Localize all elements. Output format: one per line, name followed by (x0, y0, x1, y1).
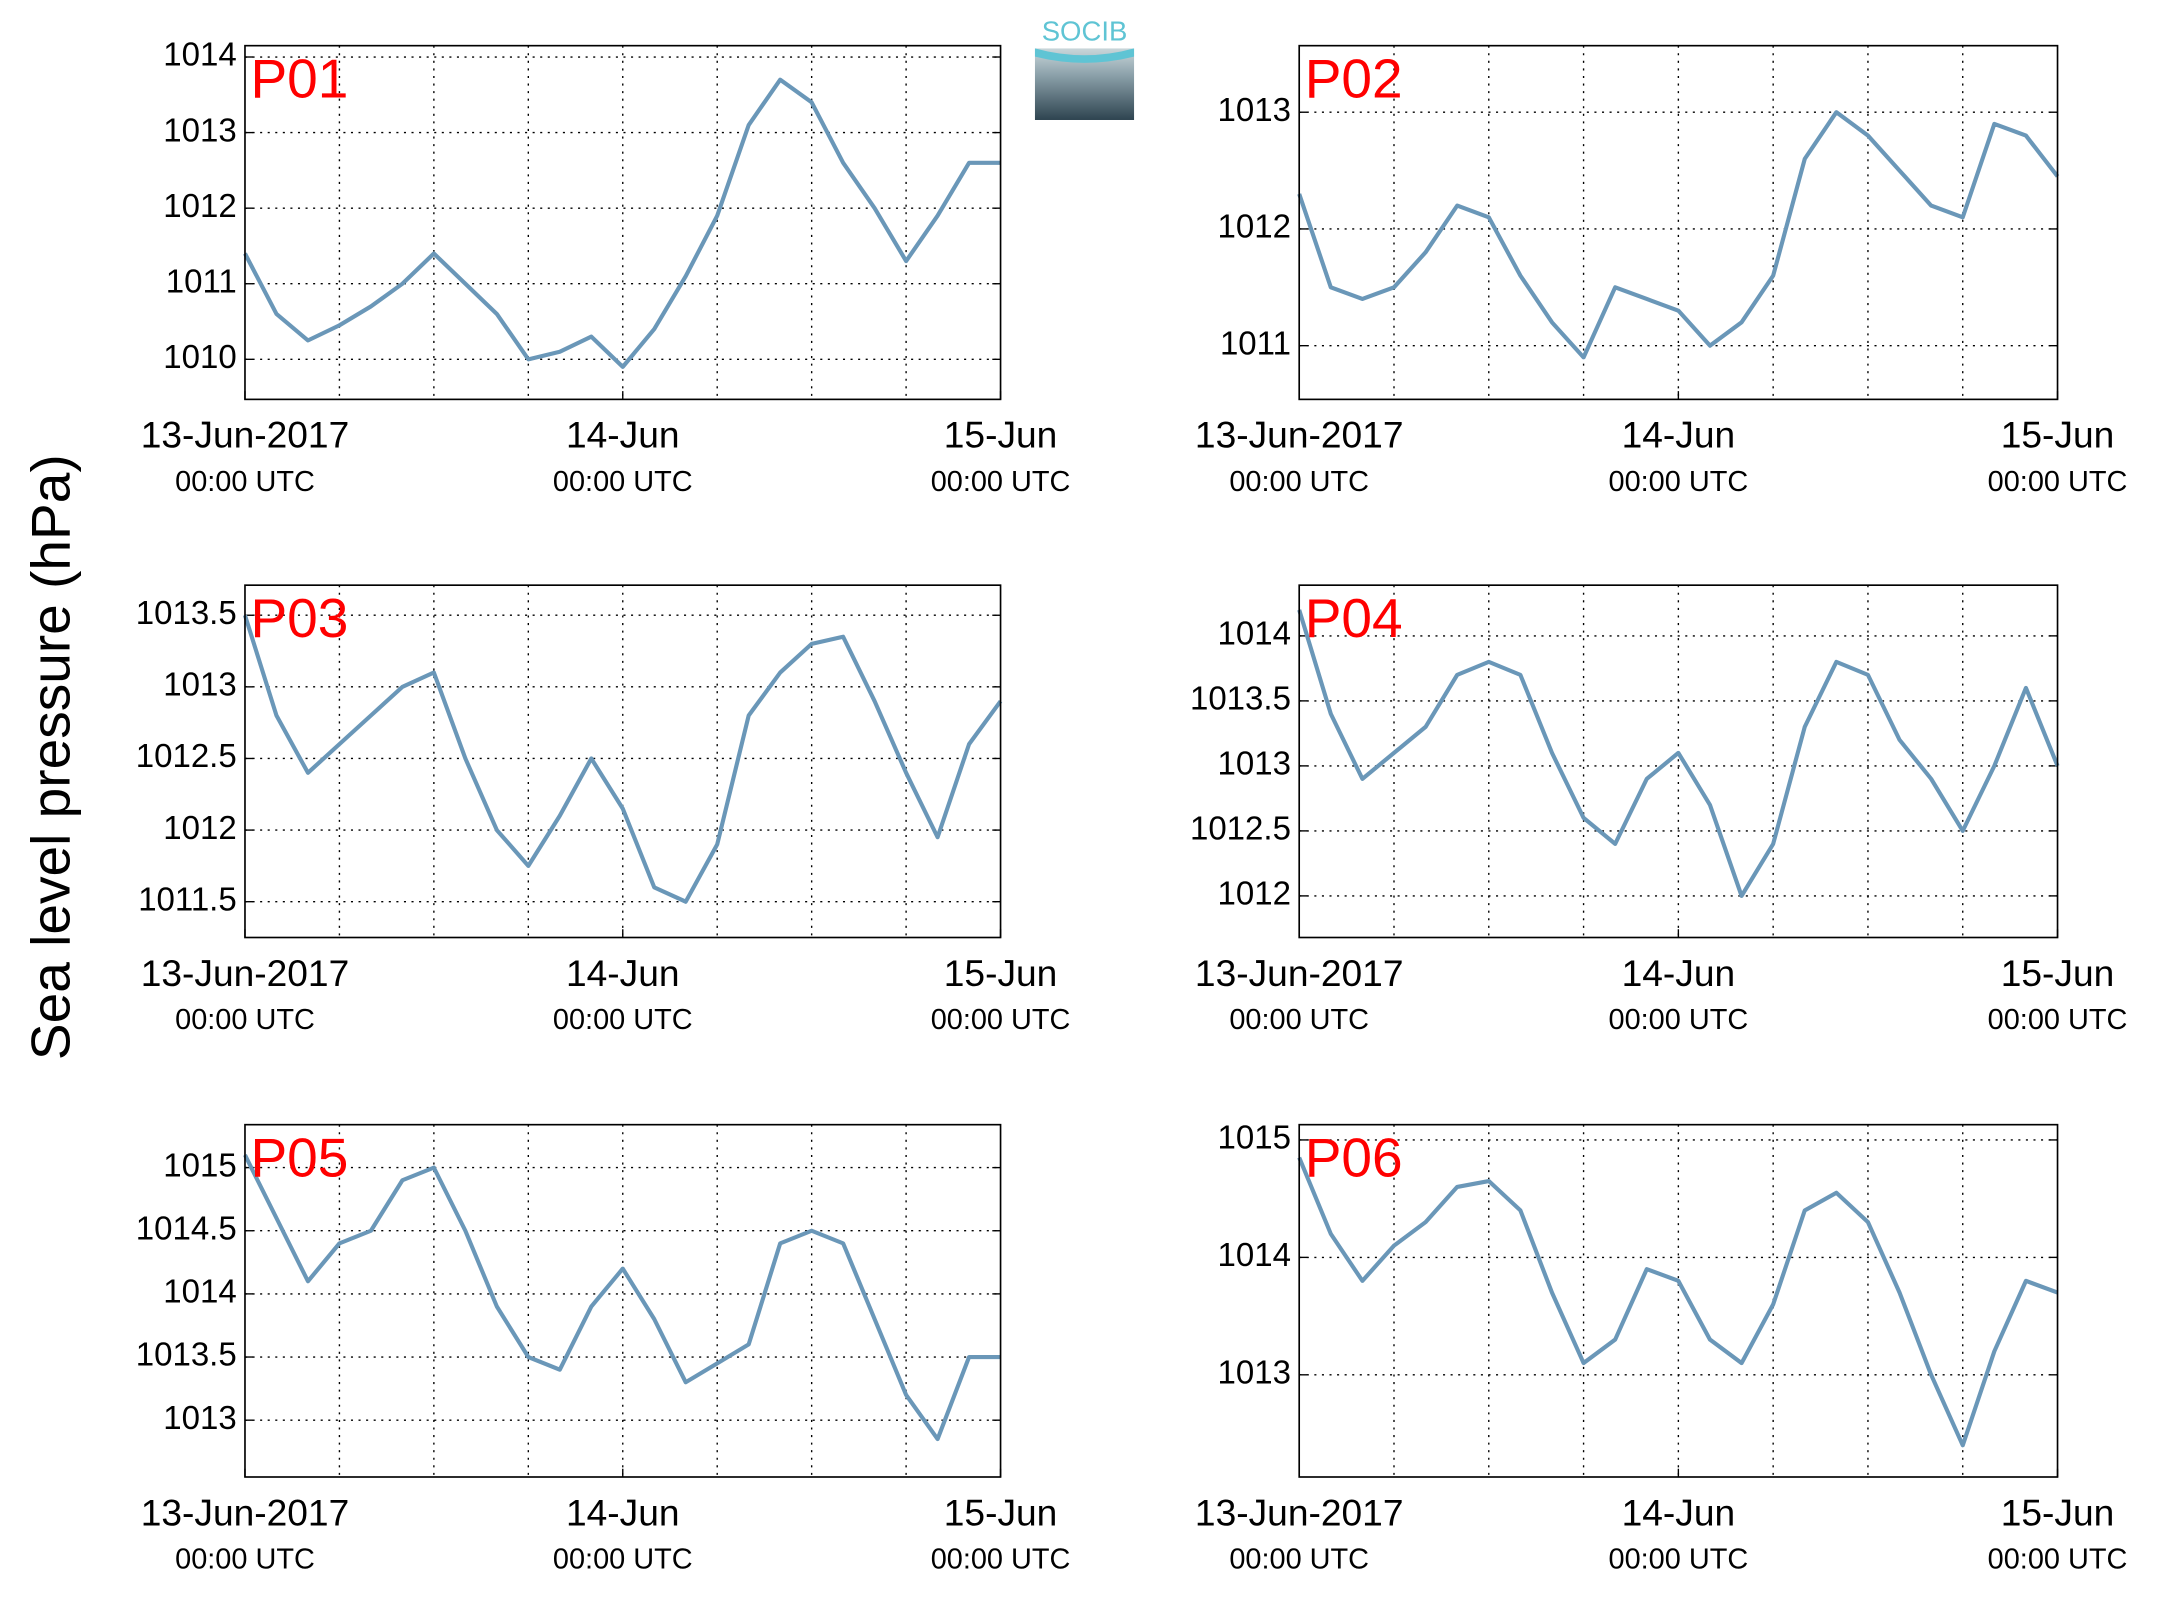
panel: 1010 1011 1012 1013 1014 13-Jun-2017 00:00 UTC… (141, 36, 1071, 498)
y-tick-label: 1012 (1217, 875, 1290, 912)
x-tick-label: 15-Jun (944, 952, 1058, 994)
y-tick-label: 1013 (1217, 745, 1290, 782)
y-tick-label: 1014 (1217, 615, 1290, 652)
panel-title: P03 (250, 587, 348, 649)
y-tick-label: 1013 (163, 111, 236, 148)
data-line (1297, 1156, 2059, 1448)
y-tick-label: 1012 (163, 809, 236, 846)
x-tick-label: 15-Jun (2001, 1491, 2115, 1533)
plot-frame (1298, 584, 2059, 939)
panel: 1012 1012.5 1013 1013.5 1014 13-Jun-2017 00:00… (1190, 584, 2128, 1036)
y-tick-label: 1013.5 (136, 594, 237, 631)
x-tick-sublabel: 00:00 UTC (931, 466, 1071, 498)
x-tick-label: 13-Jun-2017 (1195, 1491, 1404, 1533)
data-line (1297, 110, 2060, 360)
data-line (243, 614, 1003, 904)
y-tick-label: 1013.5 (1190, 680, 1291, 717)
x-tick-label: 13-Jun-2017 (1195, 414, 1404, 456)
y-tick-label: 1011 (1220, 324, 1291, 361)
y-tick-label: 1010 (163, 338, 236, 375)
x-tick-sublabel: 00:00 UTC (1229, 1544, 1369, 1576)
x-tick-sublabel: 00:00 UTC (553, 466, 693, 498)
y-tick-label: 1014 (1217, 1236, 1290, 1273)
x-tick-sublabel: 00:00 UTC (1988, 1004, 2128, 1036)
x-tick-sublabel: 00:00 UTC (553, 1544, 693, 1576)
x-tick-sublabel: 00:00 UTC (1609, 1544, 1749, 1576)
x-tick-label: 14-Jun (566, 1491, 680, 1533)
y-tick-label: 1013 (1217, 91, 1290, 128)
panel-title: P05 (250, 1126, 348, 1188)
y-tick-label: 1015 (1217, 1119, 1290, 1156)
x-tick-label: 13-Jun-2017 (141, 414, 350, 456)
data-line (243, 77, 1001, 369)
panel: 1011.5 1012 1012.5 1013 1013.5 13-Jun-2017 00:… (136, 584, 1071, 1036)
plot-frame (244, 1123, 1002, 1478)
x-tick-label: 14-Jun (1622, 1491, 1736, 1533)
x-tick-label: 15-Jun (944, 1491, 1058, 1533)
x-tick-label: 14-Jun (1622, 952, 1736, 994)
x-tick-sublabel: 00:00 UTC (1988, 466, 2128, 498)
x-tick-label: 13-Jun-2017 (141, 952, 350, 994)
x-tick-label: 13-Jun-2017 (1195, 952, 1404, 994)
y-axis-label: Sea level pressure (hPa) (20, 454, 82, 1060)
panel-title: P01 (250, 47, 348, 109)
x-tick-sublabel: 00:00 UTC (1229, 1004, 1369, 1036)
y-tick-label: 1013 (163, 666, 236, 703)
x-tick-label: 14-Jun (1622, 414, 1736, 456)
y-tick-label: 1013 (1217, 1354, 1290, 1391)
data-line (243, 1154, 1001, 1442)
x-tick-label: 15-Jun (944, 414, 1058, 456)
logo: SOCIB (1034, 16, 1135, 120)
plot-frame (1298, 44, 2059, 401)
y-tick-label: 1015 (163, 1146, 236, 1183)
plot-frame (244, 44, 1002, 401)
panel-title: P02 (1305, 47, 1403, 109)
logo-wave (1034, 48, 1135, 63)
x-tick-sublabel: 00:00 UTC (175, 466, 315, 498)
panel-title: P06 (1305, 1126, 1403, 1188)
y-tick-label: 1014 (163, 1273, 236, 1310)
x-tick-label: 15-Jun (2001, 952, 2115, 994)
y-tick-label: 1012.5 (136, 737, 237, 774)
y-tick-label: 1012 (163, 187, 236, 224)
y-tick-label: 1011 (166, 262, 237, 299)
x-tick-label: 13-Jun-2017 (141, 1491, 350, 1533)
x-tick-sublabel: 00:00 UTC (175, 1004, 315, 1036)
panel: 1013 1013.5 1014 1014.5 1015 13-Jun-2017 00:00… (136, 1123, 1071, 1576)
panel: 1011 1012 1013 13-Jun-2017 00:00 UTC 14-Jun 00… (1195, 44, 2128, 498)
x-tick-sublabel: 00:00 UTC (1229, 466, 1369, 498)
x-tick-sublabel: 00:00 UTC (1988, 1544, 2128, 1576)
y-tick-label: 1011.5 (138, 880, 237, 917)
y-tick-label: 1012.5 (1190, 810, 1291, 847)
x-tick-sublabel: 00:00 UTC (1609, 466, 1749, 498)
plot-frame (244, 584, 1002, 939)
data-line (1297, 609, 2060, 898)
x-tick-label: 15-Jun (2001, 414, 2115, 456)
x-tick-sublabel: 00:00 UTC (175, 1544, 315, 1576)
logo-text: SOCIB (1042, 16, 1128, 47)
plot-frame (1298, 1123, 2059, 1478)
x-tick-sublabel: 00:00 UTC (1609, 1004, 1749, 1036)
y-tick-label: 1014 (163, 36, 236, 73)
x-tick-label: 14-Jun (566, 414, 680, 456)
x-tick-label: 14-Jun (566, 952, 680, 994)
y-tick-label: 1013.5 (136, 1336, 237, 1373)
x-tick-sublabel: 00:00 UTC (931, 1544, 1071, 1576)
x-tick-sublabel: 00:00 UTC (553, 1004, 693, 1036)
panel-title: P04 (1305, 587, 1403, 649)
x-tick-sublabel: 00:00 UTC (931, 1004, 1071, 1036)
panel: 1013 1014 1015 13-Jun-2017 00:00 UTC 14-Jun 00… (1195, 1119, 2127, 1576)
y-tick-label: 1013 (163, 1399, 236, 1436)
y-tick-label: 1012 (1217, 208, 1290, 245)
y-tick-label: 1014.5 (136, 1209, 237, 1246)
